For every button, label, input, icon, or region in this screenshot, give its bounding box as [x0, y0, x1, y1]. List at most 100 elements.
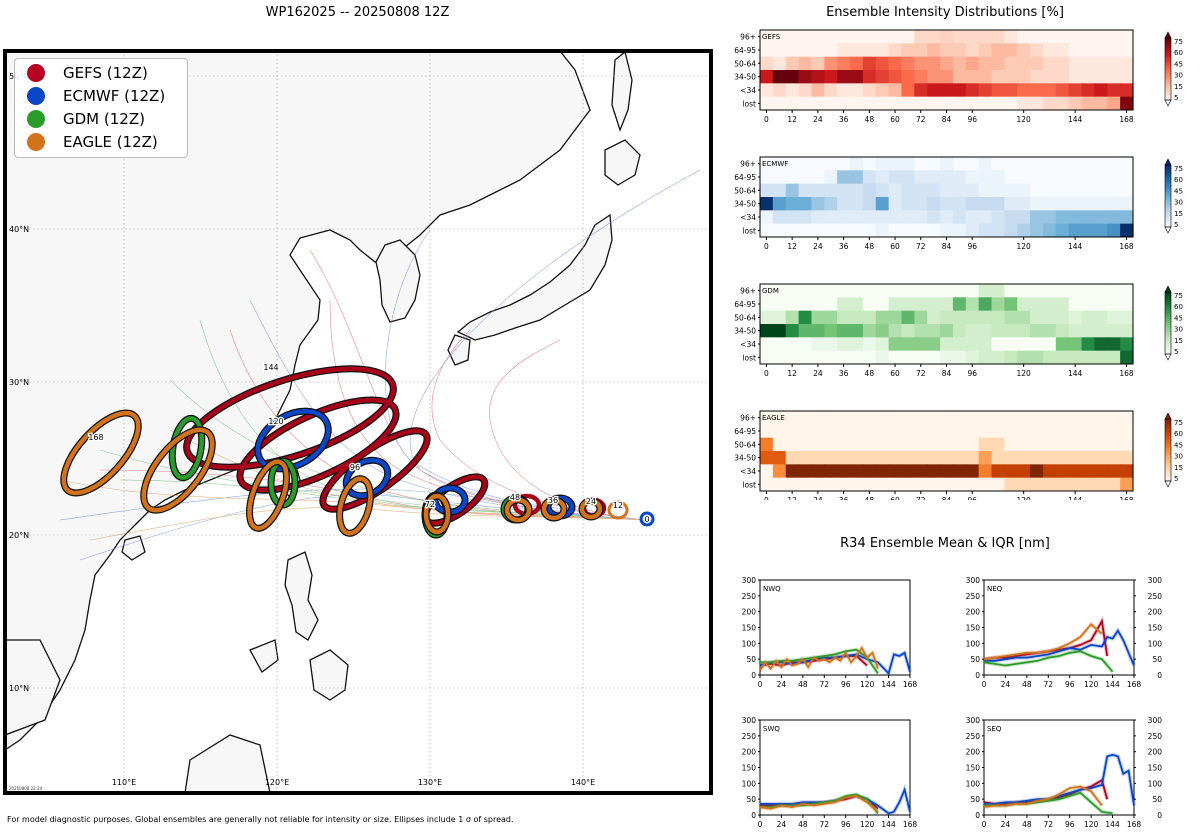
heatmap-cell [837, 210, 851, 225]
r34-series-line [983, 623, 1103, 661]
heatmap-cell [1068, 223, 1083, 238]
colorbar-segment [1165, 425, 1171, 428]
heatmap-cell [965, 183, 980, 198]
heatmap-cell [1068, 30, 1083, 44]
heatmap-cell [888, 43, 903, 58]
heatmap-cell [1017, 297, 1031, 312]
colorbar-label: 5 [1174, 94, 1178, 102]
heatmap-cell [837, 30, 851, 44]
heatmap-cell [1068, 284, 1083, 298]
heatmap-cell [760, 477, 774, 492]
heatmap-cell [952, 284, 967, 298]
heatmap-cell [1081, 43, 1096, 58]
heatmap-cell [875, 324, 890, 338]
heatmap-cell [862, 350, 877, 365]
heatmap-cell [991, 197, 1005, 211]
r34-y-label-right: 100 [1148, 639, 1163, 648]
heatmap-cell [1004, 424, 1018, 439]
colorbar-segment [1165, 179, 1171, 183]
colorbar-label: 60 [1174, 49, 1183, 57]
heatmap-cell [1107, 210, 1121, 225]
heatmap-cell [1017, 183, 1031, 198]
heatmap-cell [811, 424, 825, 439]
r34-x-label: 120 [860, 820, 875, 829]
heatmap-cell [1004, 197, 1018, 211]
heatmap-cell [991, 350, 1005, 365]
heatmap-cell [875, 424, 890, 439]
colorbar-segment [1165, 466, 1171, 470]
heatmap-cell [850, 56, 864, 71]
heatmap-cell [914, 411, 928, 425]
lat-label: 40°N [9, 225, 29, 234]
heatmap-cell [901, 197, 915, 211]
r34-y-label: 250 [742, 732, 757, 741]
heatmap-cell [927, 43, 941, 58]
r34-x-label: 168 [1127, 820, 1142, 829]
heatmap-cell [1017, 157, 1031, 171]
heatmap-cell [1042, 70, 1057, 84]
heatmap-cell [888, 183, 903, 198]
heatmap-cell [978, 183, 993, 198]
heatmap-cell [824, 451, 838, 465]
heatmap-cell [927, 223, 941, 238]
heatmap-cell [785, 170, 800, 185]
heatmap-cell [1081, 324, 1096, 338]
heatmap-cell [875, 284, 890, 298]
heatmap-cell [862, 197, 877, 211]
colorbar-segment [1165, 91, 1171, 95]
colorbar-label: 75 [1174, 38, 1183, 46]
heatmap-x-label: 12 [787, 496, 797, 500]
heatmap-cell [901, 284, 915, 298]
heatmap-y-label: 34-50 [734, 73, 756, 82]
heatmap-x-label: 84 [942, 369, 952, 378]
colorbar-segment [1165, 200, 1171, 203]
heatmap-cell [1030, 96, 1044, 111]
heatmap-cell [1120, 284, 1134, 298]
heatmap-cell [824, 96, 838, 111]
heatmap-x-label: 84 [942, 242, 952, 251]
heatmap-cell [888, 96, 903, 111]
heatmap-cell [1017, 170, 1031, 185]
heatmap-cell [1030, 223, 1044, 238]
heatmap-cell [1094, 157, 1108, 171]
heatmap-x-label: 72 [916, 242, 926, 251]
colorbar-segment [1165, 50, 1171, 53]
heatmap-cell [798, 337, 813, 352]
heatmap-cell [1120, 297, 1134, 312]
heatmap-cell [991, 70, 1005, 84]
colorbar-segment [1165, 349, 1171, 353]
heatmap-cell [875, 464, 890, 479]
heatmap-cell [1030, 83, 1044, 98]
colorbar-segment [1165, 189, 1171, 193]
heatmap-cell [798, 284, 813, 298]
ellipse-label: 96 [350, 463, 360, 472]
heatmap-cell [875, 43, 890, 58]
heatmap-cell [991, 451, 1005, 465]
colorbar-label: 60 [1174, 430, 1183, 438]
heatmap-cell [798, 350, 813, 365]
heatmap-cell [760, 464, 774, 479]
heatmap-y-label: <34 [740, 340, 756, 349]
r34-y-label: 50 [970, 655, 980, 664]
colorbar-segment [1165, 73, 1171, 76]
heatmap-cell [1120, 197, 1134, 211]
heatmap-cell [1055, 284, 1070, 298]
heatmap-cell [785, 223, 800, 238]
heatmap-cell [1081, 56, 1096, 71]
heatmap-x-label: 72 [916, 369, 926, 378]
heatmap-x-label: 36 [839, 369, 849, 378]
r34-y-label: 150 [966, 764, 981, 773]
heatmap-cell [1107, 56, 1121, 71]
colorbar-label: 5 [1174, 348, 1178, 356]
r34-y-label-right: 0 [1157, 671, 1162, 680]
heatmap-cell [965, 197, 980, 211]
colorbar-segment [1165, 42, 1171, 45]
heatmap-cell [824, 197, 838, 211]
colorbar-segment [1165, 214, 1171, 218]
heatmap-cell [927, 197, 941, 211]
heatmap-cell [875, 157, 890, 171]
legend-item-gdm: GDM (12Z) [27, 108, 145, 130]
heatmap-cell [811, 157, 825, 171]
heatmap-x-label: 48 [865, 496, 875, 500]
r34-y-label: 300 [742, 716, 757, 725]
